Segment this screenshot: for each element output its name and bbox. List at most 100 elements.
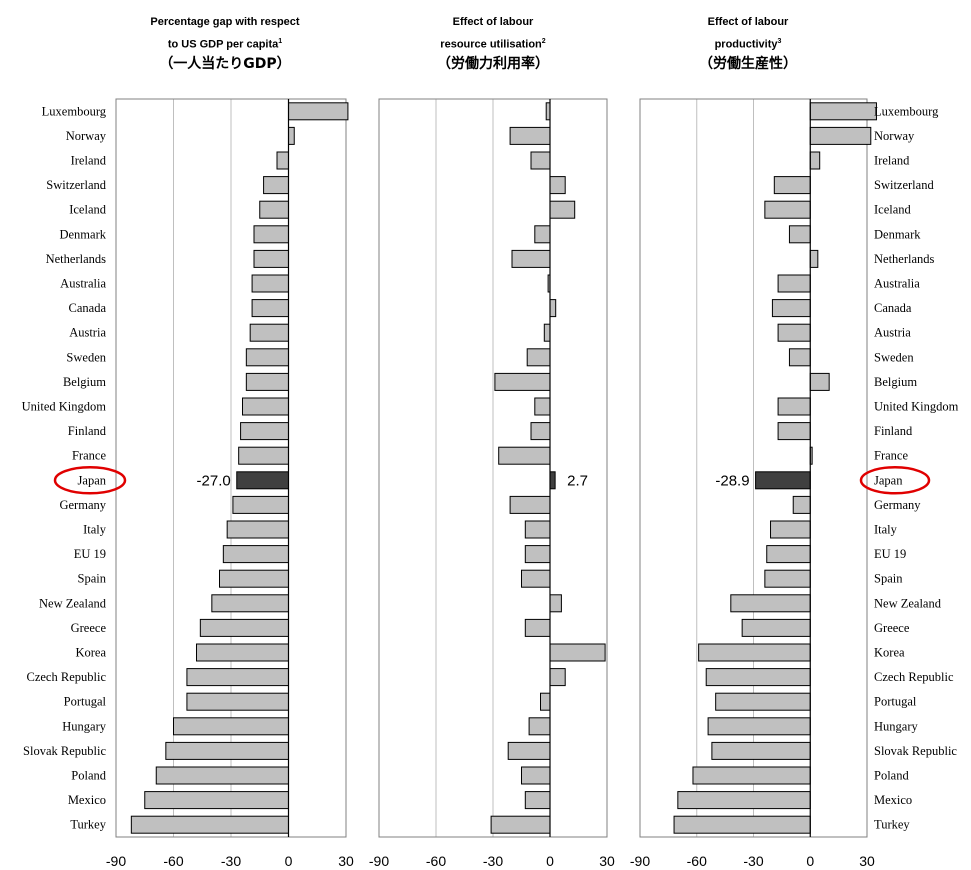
bar-3-belgium — [809, 372, 830, 391]
bar-1-slovak-republic — [165, 741, 289, 760]
tick-label-3-4: 30 — [859, 853, 875, 869]
panel-1-title-line-1: Percentage gap with respect — [150, 16, 300, 28]
tick-label-3-2: -30 — [743, 853, 763, 869]
bar-3-new-zealand — [730, 594, 811, 613]
bar-1-turkey — [130, 815, 289, 834]
bar-2-greece — [524, 618, 551, 637]
bar-2-turkey — [490, 815, 551, 834]
category-label-left-australia: Australia — [60, 277, 106, 291]
category-label-right-korea: Korea — [874, 646, 905, 660]
tick-label-1-2: -30 — [221, 853, 241, 869]
panel-3-title-line-1: Effect of labour — [707, 16, 789, 28]
bar-3-united-kingdom — [777, 397, 811, 416]
bar-2-netherlands — [511, 249, 551, 268]
tick-label-3-1: -60 — [687, 853, 707, 869]
category-label-left-luxembourg: Luxembourg — [42, 104, 107, 118]
tick-label-1-3: 0 — [285, 853, 293, 869]
bar-1-spain — [219, 569, 289, 588]
panel-3-title-jp: （労働生産性） — [699, 55, 797, 72]
bar-1-czech-republic — [186, 668, 290, 687]
bar-2-switzerland — [549, 176, 566, 195]
bar-3-switzerland — [773, 176, 811, 195]
bar-1-greece — [199, 618, 289, 637]
bar-2-japan — [549, 471, 556, 490]
panel-2-title: Effect of labour resource utilisation2 （… — [378, 13, 608, 74]
bar-2-poland — [521, 766, 551, 785]
bar-3-australia — [777, 274, 811, 293]
annotation-1: -27.0 — [197, 472, 231, 489]
bar-1-united-kingdom — [242, 397, 289, 416]
bar-1-denmark — [253, 225, 289, 244]
bar-1-france — [238, 446, 290, 465]
bar-3-greece — [741, 618, 811, 637]
category-label-right-finland: Finland — [874, 424, 913, 438]
bar-3-turkey — [673, 815, 811, 834]
bar-1-netherlands — [253, 249, 289, 268]
panel-1-title-jp: （一人当たりGDP） — [159, 55, 291, 72]
bar-1-iceland — [259, 200, 289, 219]
bar-2-france — [498, 446, 551, 465]
category-label-right-mexico: Mexico — [874, 793, 912, 807]
category-label-left-denmark: Denmark — [59, 227, 106, 241]
tick-label-3-3: 0 — [806, 853, 814, 869]
category-label-left-korea: Korea — [75, 646, 106, 660]
tick-label-3-0: -90 — [630, 853, 650, 869]
category-label-right-spain: Spain — [874, 572, 903, 586]
tick-label-2-1: -60 — [426, 853, 446, 869]
category-label-left-poland: Poland — [71, 769, 106, 783]
category-label-right-united-kingdom: United Kingdom — [874, 400, 959, 414]
bar-3-ireland — [809, 151, 821, 170]
bar-3-austria — [777, 323, 811, 342]
bar-2-new-zealand — [549, 594, 562, 613]
panel-1-title-line-2: to US GDP per capita1 — [167, 38, 283, 51]
category-label-right-slovak-republic: Slovak Republic — [874, 744, 957, 758]
category-label-left-france: France — [72, 449, 106, 463]
category-label-right-norway: Norway — [874, 129, 915, 143]
category-label-right-netherlands: Netherlands — [874, 252, 935, 266]
bar-2-belgium — [494, 372, 551, 391]
category-label-left-czech-republic: Czech Republic — [27, 670, 107, 684]
category-label-left-norway: Norway — [66, 129, 107, 143]
panel-3-title: Effect of labour productivity3 （労働生産性） — [638, 13, 858, 74]
annotation-2: 2.7 — [567, 472, 588, 489]
category-label-left-greece: Greece — [71, 621, 107, 635]
bar-3-norway — [809, 126, 872, 145]
bar-3-portugal — [715, 692, 811, 711]
bar-3-sweden — [788, 348, 811, 367]
tick-label-2-3: 0 — [546, 853, 554, 869]
highlight-ellipse-left — [53, 466, 127, 495]
bar-2-canada — [549, 299, 557, 318]
category-label-right-portugal: Portugal — [874, 695, 917, 709]
tick-label-2-0: -90 — [369, 853, 389, 869]
panel-2-title-footnote: 2 — [541, 38, 546, 45]
bar-2-korea — [549, 643, 606, 662]
category-label-left-ireland: Ireland — [71, 154, 107, 168]
category-label-right-czech-republic: Czech Republic — [874, 670, 954, 684]
panel-3-title-line-2-text: productivity — [714, 38, 778, 51]
bar-1-australia — [251, 274, 289, 293]
category-label-left-switzerland: Switzerland — [46, 178, 106, 192]
panel-2-title-line-2: resource utilisation2 — [378, 32, 608, 55]
category-label-left-finland: Finland — [68, 424, 107, 438]
category-label-left-hungary: Hungary — [62, 719, 106, 733]
plot-frame-3 — [639, 98, 868, 838]
bar-3-slovak-republic — [711, 741, 811, 760]
bar-1-hungary — [173, 717, 289, 736]
category-label-left-belgium: Belgium — [63, 375, 106, 389]
highlight-ellipse-right — [859, 466, 931, 495]
category-label-right-luxembourg: Luxembourg — [874, 104, 939, 118]
category-label-left-turkey: Turkey — [70, 818, 106, 832]
bar-1-finland — [240, 422, 289, 441]
category-label-left-canada: Canada — [69, 301, 107, 315]
category-label-left-iceland: Iceland — [69, 203, 107, 217]
bar-2-sweden — [526, 348, 551, 367]
bar-2-slovak-republic — [507, 741, 551, 760]
category-label-right-australia: Australia — [874, 277, 920, 291]
category-label-right-austria: Austria — [874, 326, 911, 340]
category-label-right-poland: Poland — [874, 769, 909, 783]
bar-2-hungary — [528, 717, 551, 736]
category-label-right-japan: Japan — [874, 473, 903, 487]
bar-1-luxembourg — [288, 102, 349, 121]
annotation-3: -28.9 — [715, 472, 749, 489]
